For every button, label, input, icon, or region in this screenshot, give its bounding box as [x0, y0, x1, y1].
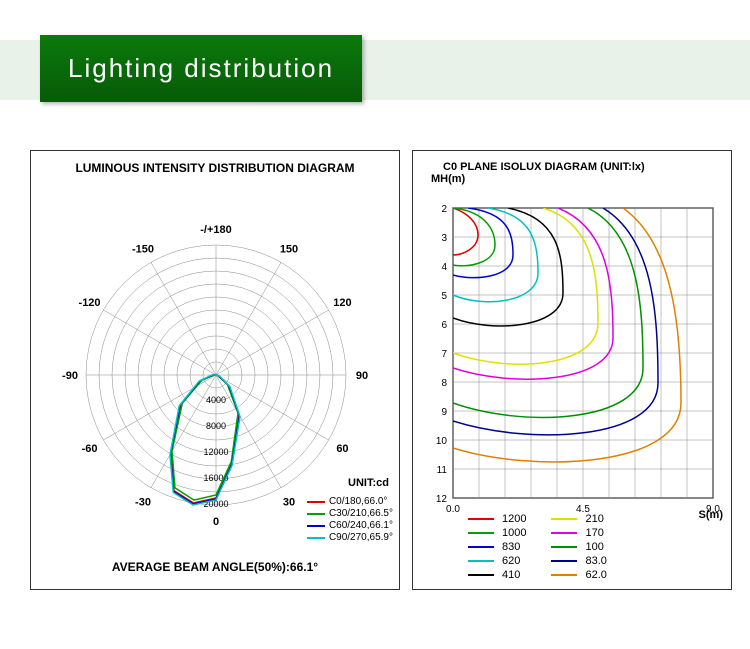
svg-text:-120: -120: [79, 297, 101, 309]
isolux-legend-item: 410: [468, 569, 526, 581]
isolux-legend-item: 210: [551, 513, 609, 525]
polar-legend-item: C90/270,65.9°: [307, 532, 393, 543]
svg-text:6: 6: [441, 320, 447, 331]
svg-text:12000: 12000: [203, 447, 228, 457]
isolux-chart-title: C0 PLANE ISOLUX DIAGRAM (UNIT:lx): [413, 151, 731, 173]
svg-text:4000: 4000: [206, 395, 226, 405]
polar-legend-item: C60/240,66.1°: [307, 520, 393, 531]
svg-text:8: 8: [441, 378, 447, 389]
svg-text:-/+180: -/+180: [200, 224, 232, 236]
isolux-legend-item: 62.0: [551, 569, 609, 581]
polar-chart-panel: LUMINOUS INTENSITY DISTRIBUTION DIAGRAM …: [30, 150, 400, 590]
isolux-legend-item: 620: [468, 555, 526, 567]
page-title: Lighting distribution: [40, 35, 362, 102]
svg-text:3: 3: [441, 233, 447, 244]
isolux-chart-svg: 234567891011120.04.59.0: [413, 173, 733, 523]
isolux-y-label: MH(m): [431, 173, 465, 185]
polar-legend-item: C30/210,66.5°: [307, 508, 393, 519]
isolux-legend-item: 830: [468, 541, 526, 553]
svg-text:8000: 8000: [206, 421, 226, 431]
isolux-legend-item: 1200: [468, 513, 526, 525]
polar-legend-item: C0/180,66.0°: [307, 496, 393, 507]
isolux-legend-item: 100: [551, 541, 609, 553]
svg-text:-150: -150: [132, 244, 154, 256]
svg-text:30: 30: [283, 496, 295, 508]
svg-text:150: 150: [280, 244, 298, 256]
svg-text:4: 4: [441, 262, 447, 273]
isolux-legend-item: 170: [551, 527, 609, 539]
polar-legend: C0/180,66.0°C30/210,66.5°C60/240,66.1°C9…: [307, 495, 393, 544]
isolux-chart-panel: C0 PLANE ISOLUX DIAGRAM (UNIT:lx) 2 3 4 5 6 7…: [412, 150, 732, 590]
svg-text:60: 60: [336, 443, 348, 455]
polar-chart-title: LUMINOUS INTENSITY DISTRIBUTION DIAGRAM: [31, 151, 399, 175]
svg-text:10: 10: [436, 436, 448, 447]
header-band: Lighting distribution: [0, 40, 750, 100]
svg-text:0: 0: [213, 516, 219, 528]
svg-text:-30: -30: [135, 496, 151, 508]
isolux-legend-item: 83.0: [551, 555, 609, 567]
isolux-x-label: S(m): [699, 509, 723, 521]
isolux-legend: 1200 210 1000 170 830 100 620 83.0 410 62.0: [468, 513, 610, 581]
svg-text:90: 90: [356, 370, 368, 382]
polar-unit-label: UNIT:cd: [348, 477, 389, 489]
svg-text:-90: -90: [62, 370, 78, 382]
isolux-legend-item: 1000: [468, 527, 526, 539]
svg-text:11: 11: [437, 465, 448, 476]
svg-text:9: 9: [441, 407, 447, 418]
svg-text:-60: -60: [82, 443, 98, 455]
svg-text:7: 7: [441, 349, 447, 360]
svg-text:2: 2: [441, 204, 447, 215]
svg-text:5: 5: [441, 291, 447, 302]
svg-text:120: 120: [333, 297, 351, 309]
svg-text:0.0: 0.0: [446, 504, 460, 515]
polar-footer: AVERAGE BEAM ANGLE(50%):66.1°: [31, 560, 399, 574]
charts-row: LUMINOUS INTENSITY DISTRIBUTION DIAGRAM …: [0, 150, 750, 590]
